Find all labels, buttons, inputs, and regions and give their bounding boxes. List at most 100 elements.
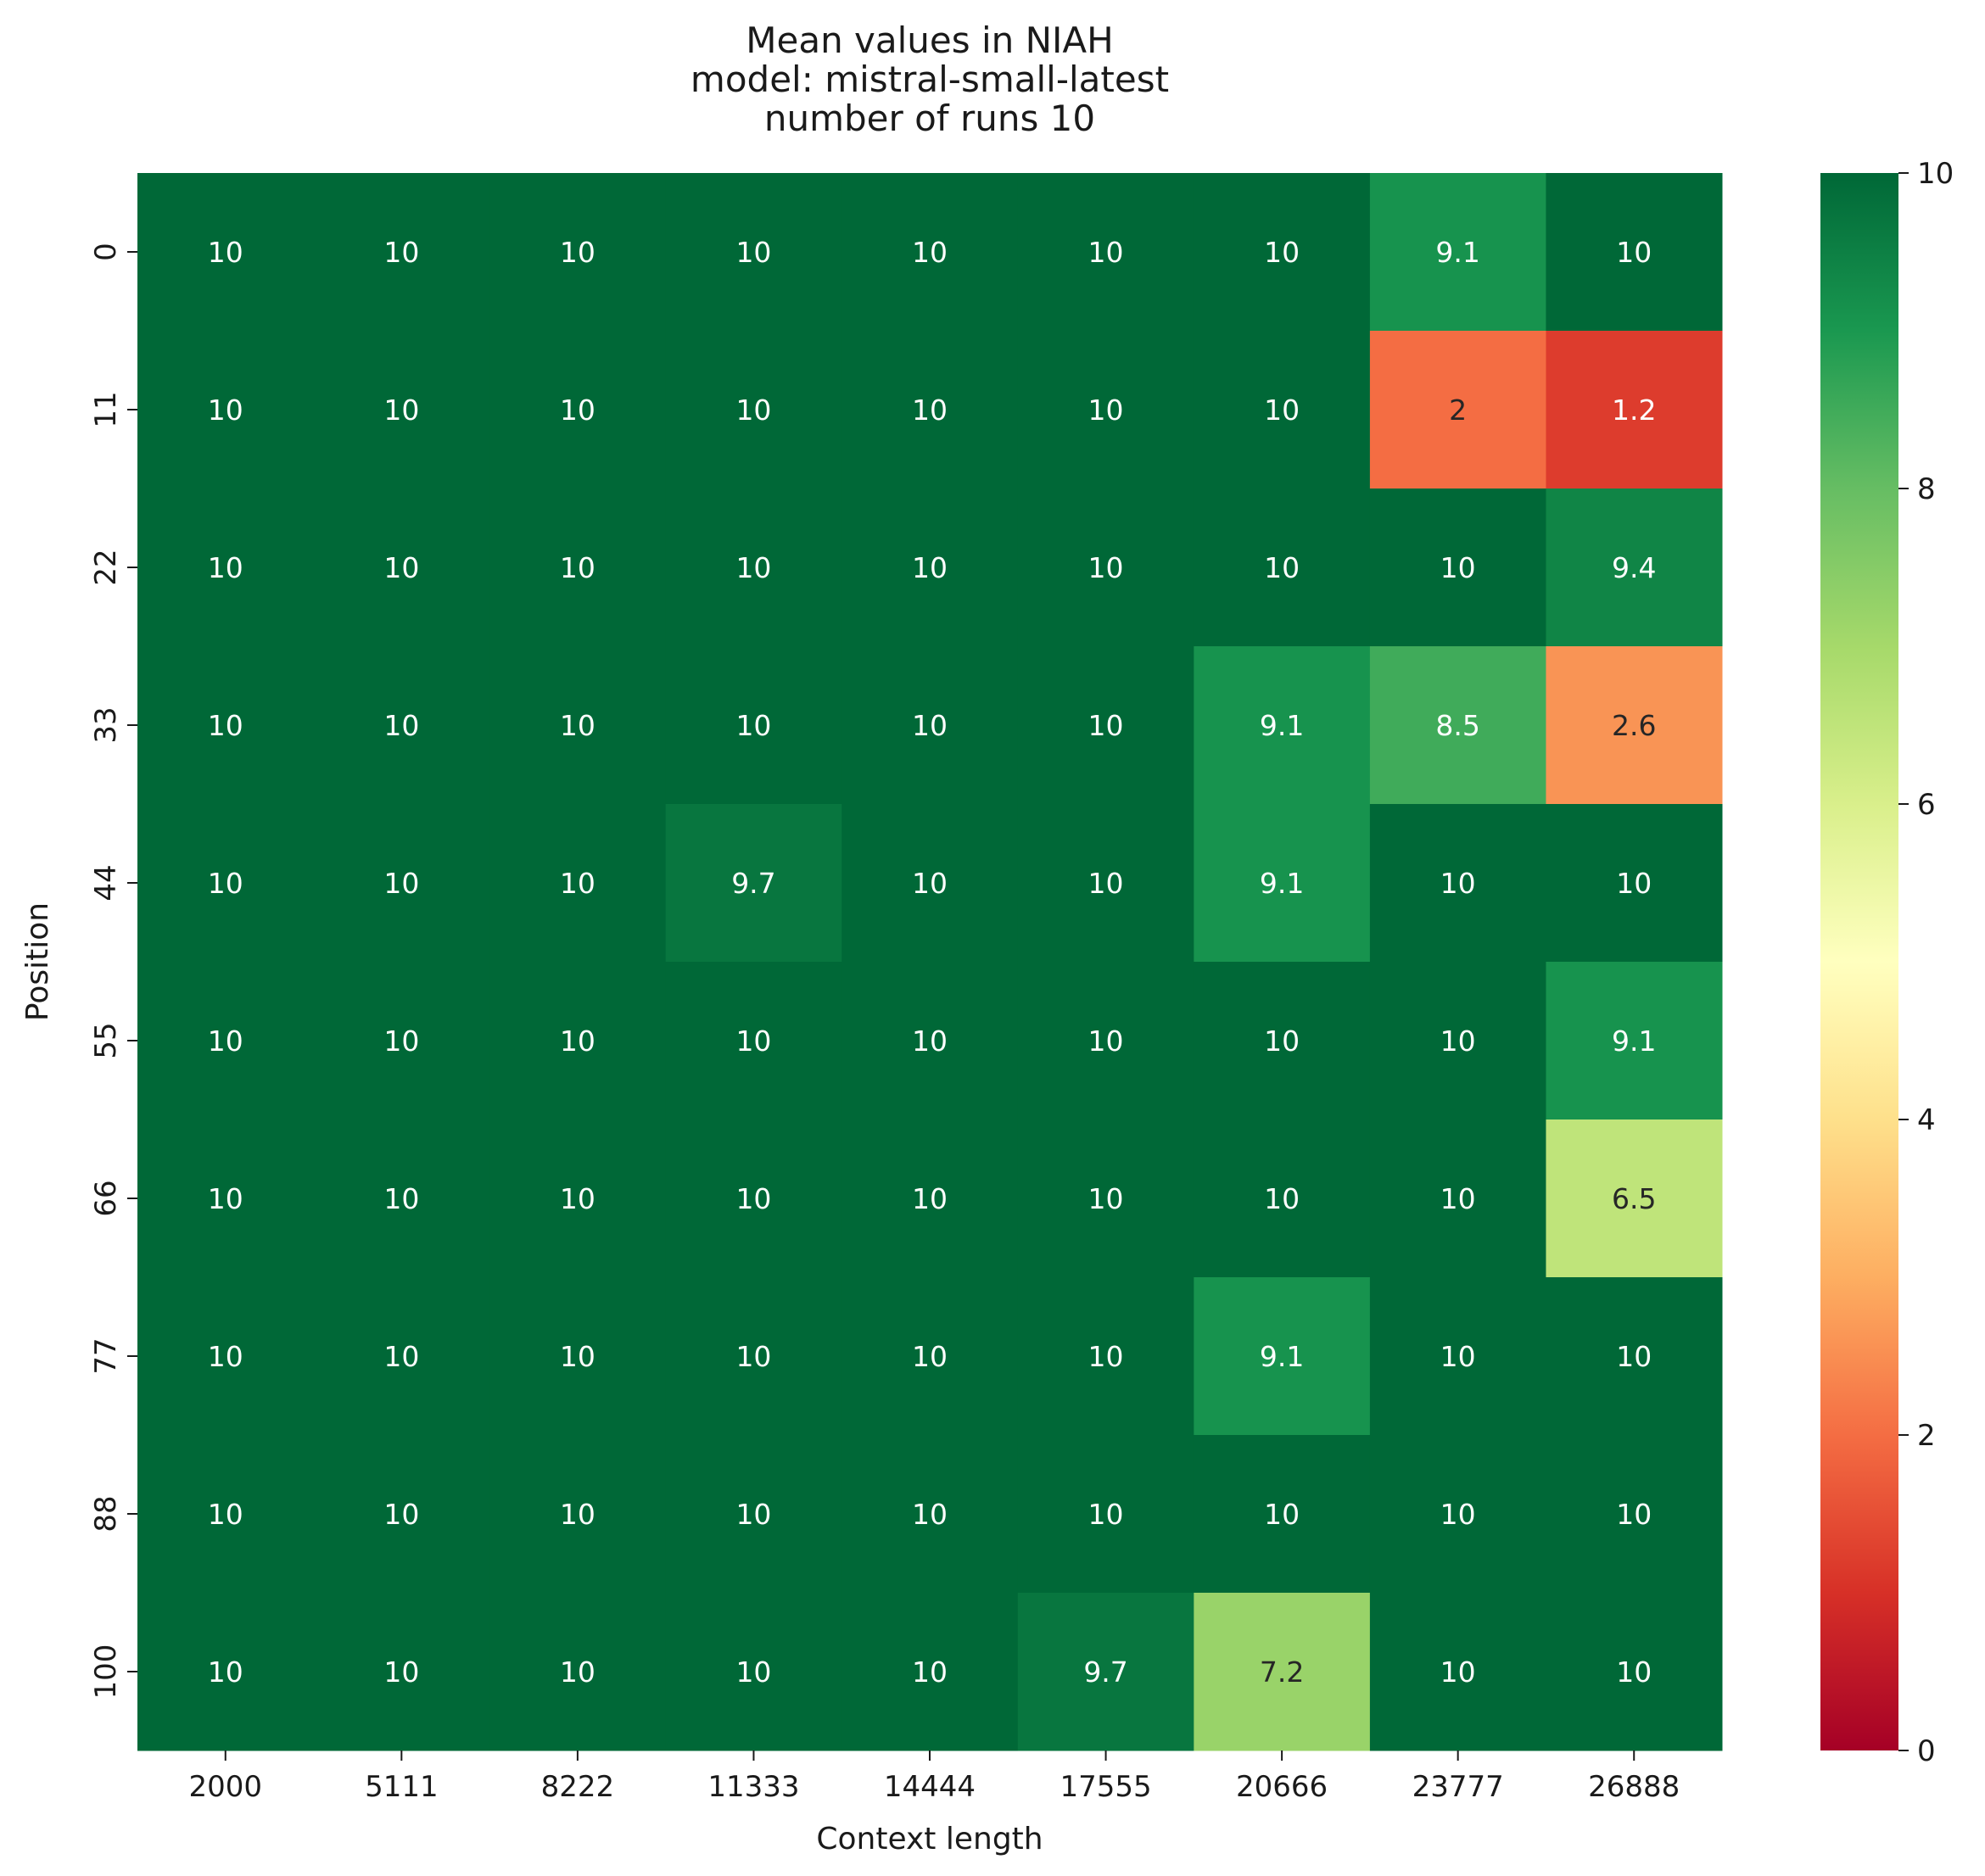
y-tick-label: 33 [89, 706, 123, 743]
heatmap-cell [842, 331, 1019, 489]
y-axis-label: Position [20, 902, 55, 1021]
cell-value-label: 10 [1440, 1655, 1476, 1689]
cell-value-label: 10 [560, 551, 596, 584]
colorbar-tick-label: 8 [1917, 472, 1936, 506]
heatmap-cell [137, 1593, 315, 1751]
cell-value-label: 10 [1088, 551, 1124, 584]
heatmap-cell [1017, 962, 1194, 1120]
cell-value-label: 9.1 [1260, 709, 1304, 742]
heatmap-cell [489, 1435, 667, 1594]
heatmap-cell [1546, 804, 1723, 963]
heatmap-cell [1369, 331, 1546, 489]
heatmap-cell [1017, 1593, 1194, 1751]
heatmap-cell [313, 646, 490, 805]
heatmap-cell [1194, 962, 1371, 1120]
colorbar-tick-label: 2 [1917, 1419, 1936, 1453]
cell-value-label: 9.7 [731, 867, 775, 900]
cell-value-label: 10 [560, 394, 596, 427]
chart-title-line: Mean values in NIAH [746, 20, 1114, 61]
cell-value-label: 10 [735, 709, 771, 742]
colorbar: 0 2 4 6 8 10 [1820, 157, 1954, 1768]
heatmap-cell [665, 1119, 842, 1278]
cell-value-label: 10 [208, 394, 243, 427]
cell-value-label: 10 [1264, 551, 1300, 584]
heatmap-cells: 10 10 10 10 10 10 10 9.1 10 10 10 10 10 10 10 10 2 1.2 10 1… [137, 173, 1723, 1751]
y-tick-label: 100 [89, 1644, 123, 1700]
cell-value-label: 10 [383, 551, 419, 584]
cell-value-label: 10 [912, 867, 948, 900]
cell-value-label: 10 [560, 236, 596, 269]
heatmap-cell [665, 173, 842, 332]
heatmap-cell [1369, 646, 1546, 805]
cell-value-label: 10 [735, 551, 771, 584]
cell-value-label: 9.1 [1612, 1025, 1656, 1058]
heatmap-cell [842, 646, 1019, 805]
cell-value-label: 10 [383, 394, 419, 427]
cell-value-label: 10 [560, 1655, 596, 1689]
cell-value-label: 10 [1088, 236, 1124, 269]
heatmap-cell [665, 1593, 842, 1751]
cell-value-label: 10 [1264, 1498, 1300, 1531]
heatmap-cell [1017, 1119, 1194, 1278]
cell-value-label: 10 [383, 236, 419, 269]
cell-value-label: 10 [560, 1340, 596, 1373]
heatmap-cell [489, 331, 667, 489]
colorbar-tick-label: 6 [1917, 788, 1936, 822]
heatmap-cell [1546, 1593, 1723, 1751]
heatmap-cell [313, 1277, 490, 1436]
x-tick-label: 20666 [1236, 1770, 1328, 1804]
heatmap-cell [1194, 1119, 1371, 1278]
cell-value-label: 10 [383, 1025, 419, 1058]
heatmap-cell [313, 489, 490, 647]
cell-value-label: 10 [383, 1655, 419, 1689]
cell-value-label: 1.2 [1612, 394, 1656, 427]
cell-value-label: 2 [1449, 394, 1467, 427]
heatmap-cell [842, 1277, 1019, 1436]
heatmap-cell [137, 804, 315, 963]
heatmap-cell [1194, 331, 1371, 489]
cell-value-label: 10 [735, 1340, 771, 1373]
cell-value-label: 10 [383, 1498, 419, 1531]
heatmap-cell [1194, 1277, 1371, 1436]
heatmap-cell [1546, 1277, 1723, 1436]
heatmap-cell [489, 1119, 667, 1278]
x-tick-label: 14444 [884, 1770, 976, 1804]
cell-value-label: 10 [912, 1025, 948, 1058]
heatmap-cell [313, 173, 490, 332]
heatmap-cell [1369, 1435, 1546, 1594]
heatmap-cell [665, 489, 842, 647]
heatmap-cell [1546, 962, 1723, 1120]
heatmap-cell [665, 962, 842, 1120]
heatmap-cell [1546, 489, 1723, 647]
x-tick-label: 11333 [707, 1770, 799, 1804]
y-tick-label: 0 [89, 243, 123, 261]
cell-value-label: 10 [912, 236, 948, 269]
y-tick-label: 44 [89, 864, 123, 901]
cell-value-label: 10 [1440, 551, 1476, 584]
cell-value-label: 10 [1088, 1498, 1124, 1531]
cell-value-label: 10 [912, 1340, 948, 1373]
cell-value-label: 10 [383, 1340, 419, 1373]
heatmap-cell [1017, 646, 1194, 805]
heatmap-cell [842, 962, 1019, 1120]
heatmap-cell [665, 331, 842, 489]
heatmap-cell [137, 1435, 315, 1594]
heatmap-cell [1194, 646, 1371, 805]
cell-value-label: 10 [912, 551, 948, 584]
heatmap-cell [842, 489, 1019, 647]
heatmap-cell [1017, 173, 1194, 332]
y-tick-label: 88 [89, 1495, 123, 1532]
cell-value-label: 10 [735, 1025, 771, 1058]
cell-value-label: 9.4 [1612, 551, 1656, 584]
x-axis-label: Context length [816, 1822, 1043, 1856]
y-tick-label: 66 [89, 1180, 123, 1216]
heatmap-cell [1546, 646, 1723, 805]
heatmap-cell [489, 1277, 667, 1436]
cell-value-label: 10 [1616, 867, 1652, 900]
heatmap-cell [313, 1593, 490, 1751]
cell-value-label: 10 [1264, 1182, 1300, 1215]
heatmap-cell [1017, 489, 1194, 647]
heatmap-cell [489, 489, 667, 647]
